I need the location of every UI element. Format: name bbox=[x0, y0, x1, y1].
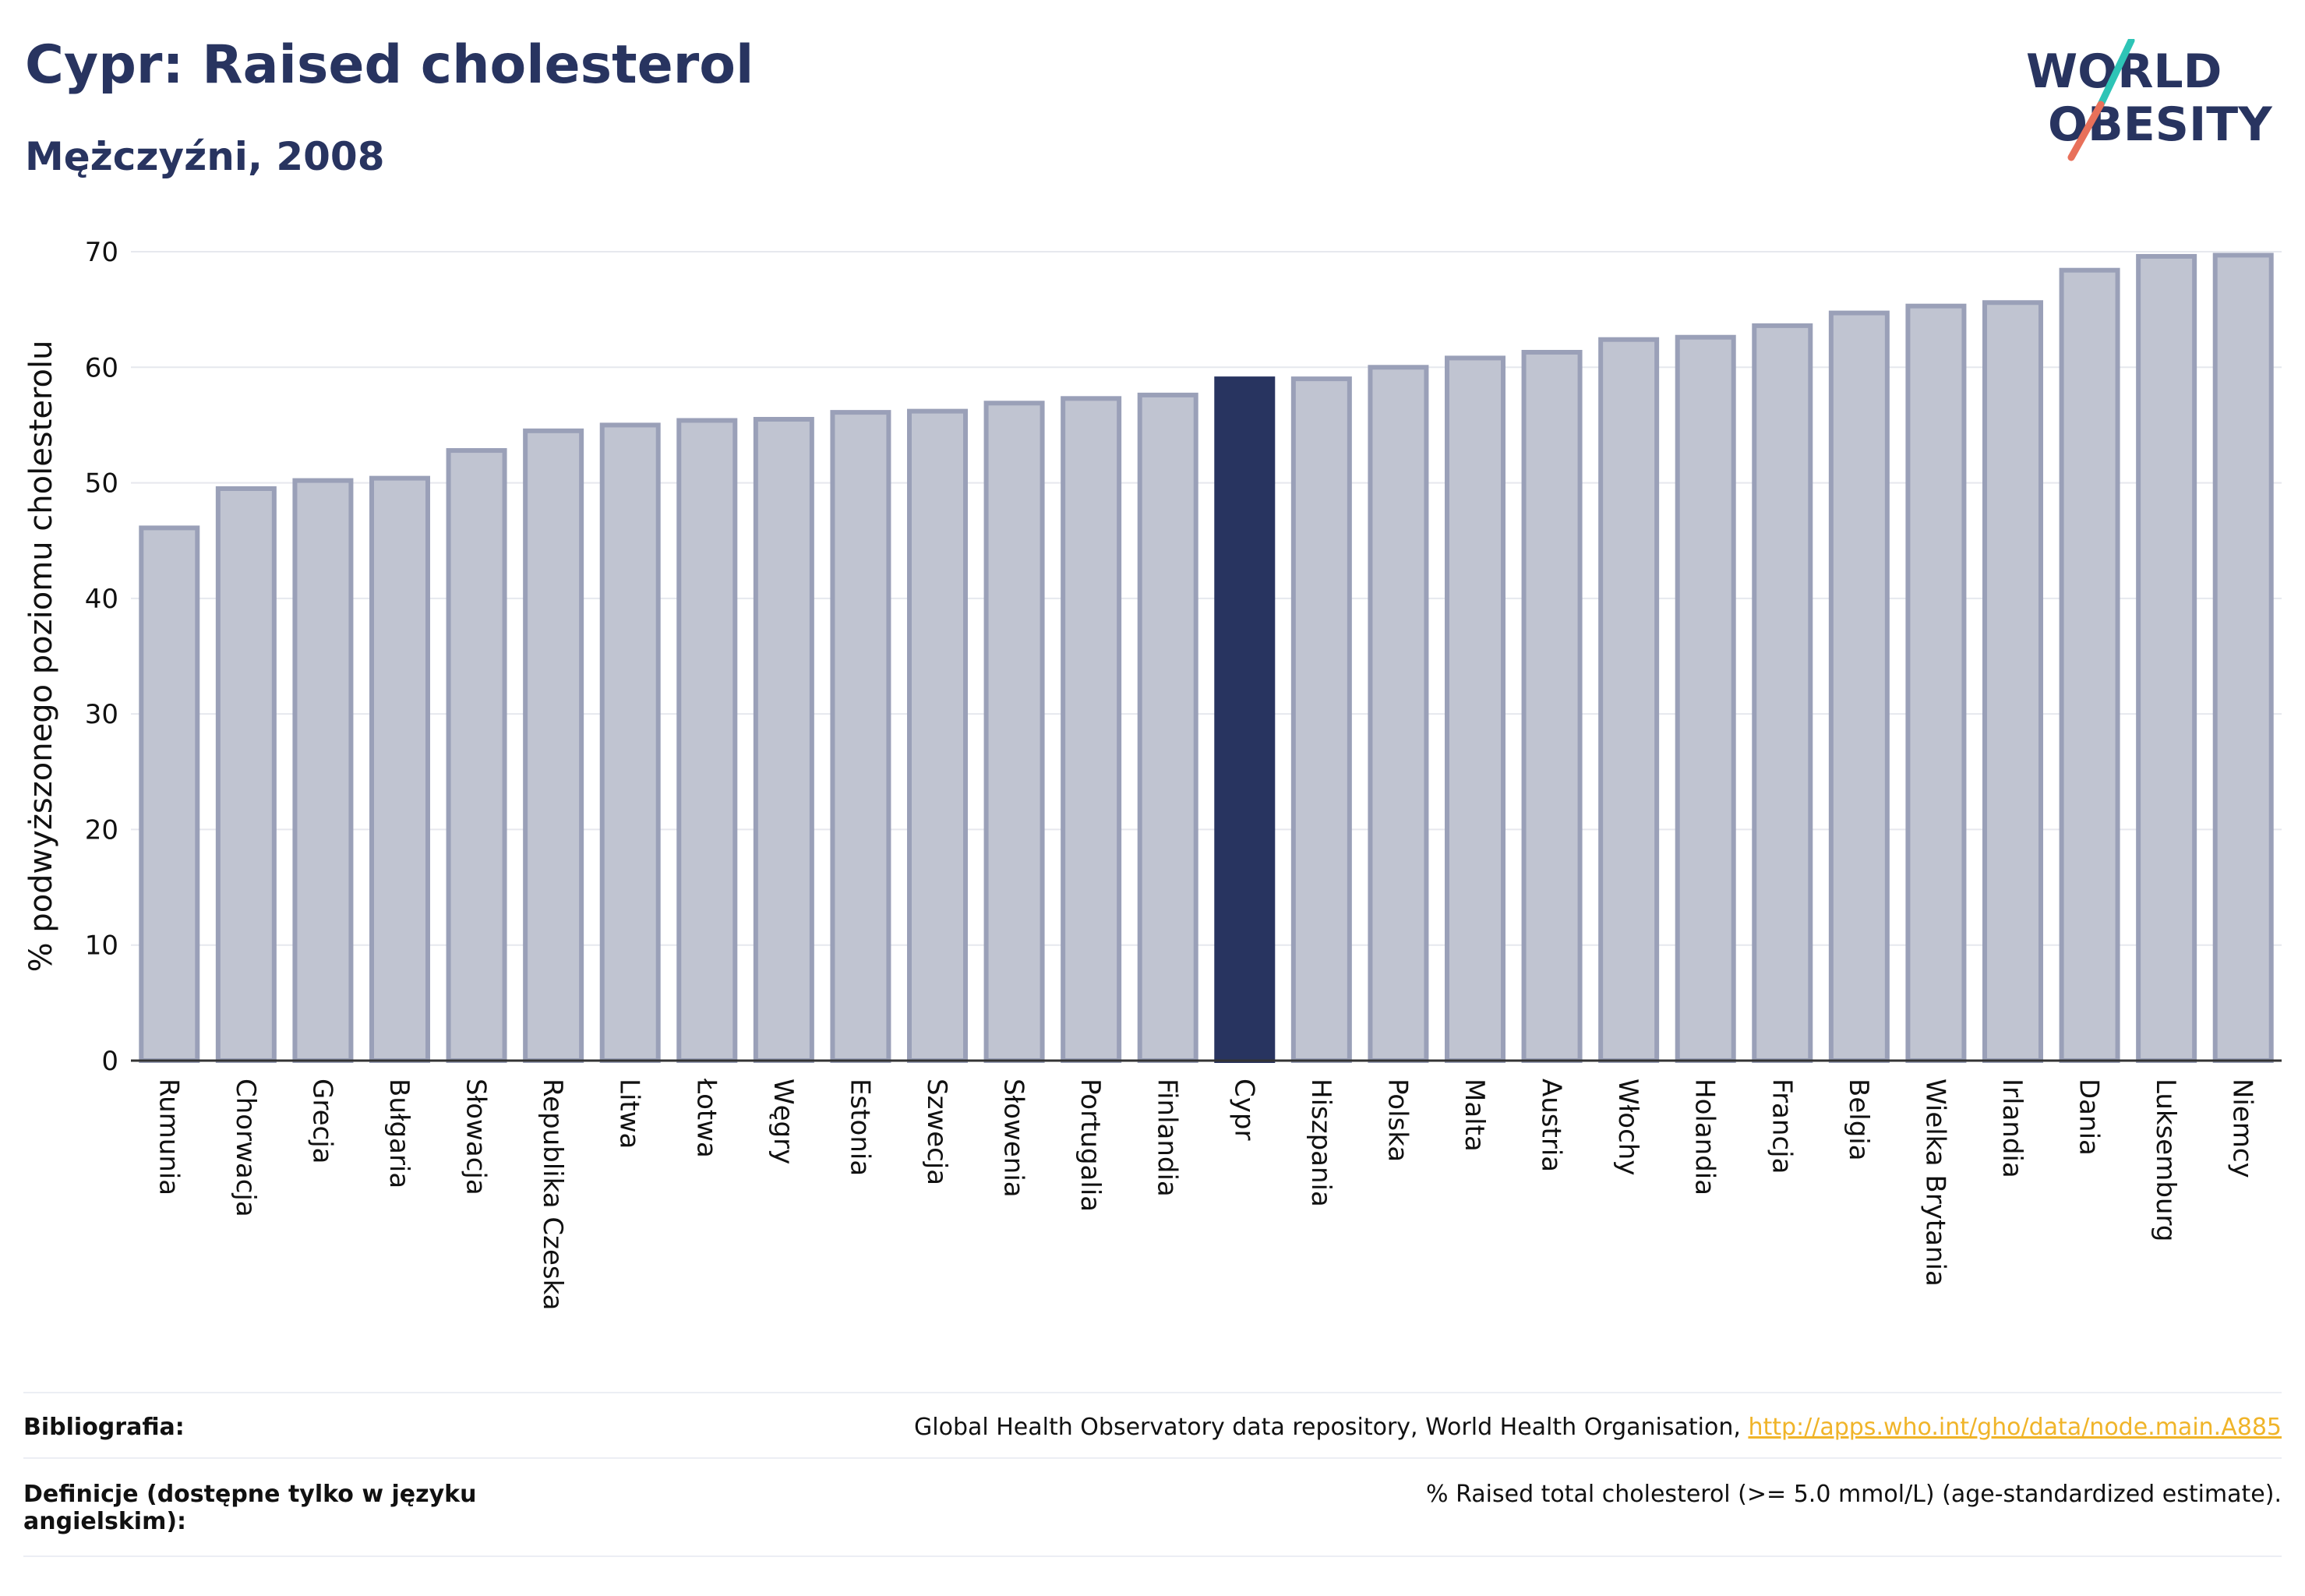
x-tick-label: Polska bbox=[1382, 1079, 1413, 1162]
definitions-text: % Raised total cholesterol (>= 5.0 mmol/… bbox=[1426, 1481, 2282, 1508]
world-obesity-logo: WORLD OBESITY bbox=[2026, 39, 2273, 161]
x-tick-label: Cypr bbox=[1228, 1079, 1259, 1140]
footer-divider-top bbox=[23, 1392, 2282, 1393]
bar bbox=[523, 428, 584, 1063]
x-tick-label: Słowenia bbox=[998, 1079, 1029, 1198]
x-tick-label: Hiszpania bbox=[1305, 1079, 1336, 1207]
y-tick-label: 20 bbox=[85, 814, 118, 846]
page-title: Cypr: Raised cholesterol bbox=[25, 34, 754, 96]
y-axis-label: % podwyższonego poziomu cholesterolu bbox=[23, 341, 59, 973]
bar bbox=[2136, 253, 2197, 1064]
bar bbox=[1828, 310, 1890, 1063]
x-tick-label: Estonia bbox=[844, 1079, 875, 1176]
bibliography-link[interactable]: http://apps.who.int/gho/data/node.main.A… bbox=[1748, 1414, 2282, 1441]
footer-divider-bottom bbox=[23, 1555, 2282, 1557]
y-tick-label: 10 bbox=[85, 930, 118, 962]
bar bbox=[599, 422, 661, 1063]
bar-highlight bbox=[1214, 376, 1276, 1064]
x-tick-label: Włochy bbox=[1612, 1079, 1643, 1175]
bar bbox=[676, 418, 738, 1063]
y-tick-label: 0 bbox=[101, 1046, 118, 1077]
bar bbox=[1521, 350, 1583, 1064]
bar bbox=[1445, 355, 1505, 1063]
bar bbox=[2059, 267, 2120, 1063]
x-tick-label: Dania bbox=[2074, 1079, 2105, 1156]
bar bbox=[292, 478, 354, 1063]
bars bbox=[139, 252, 2274, 1064]
logo-slash-teal-icon bbox=[2097, 39, 2135, 108]
bar bbox=[983, 401, 1045, 1063]
bar bbox=[1675, 334, 1736, 1063]
bar bbox=[1368, 365, 1429, 1063]
x-axis-ticks: Rumunia Chorwacja Grecja Bułgaria Słowacja Re… bbox=[153, 1078, 2257, 1311]
x-tick-label: Luksemburg bbox=[2150, 1079, 2181, 1241]
bar bbox=[1982, 300, 2043, 1063]
bar bbox=[1905, 303, 1967, 1063]
bibliography-value: Global Health Observatory data repositor… bbox=[914, 1414, 2282, 1441]
bar bbox=[139, 525, 200, 1063]
footer-divider-middle bbox=[23, 1457, 2282, 1459]
x-tick-label: Holandia bbox=[1689, 1079, 1721, 1195]
x-tick-label: Wielka Brytania bbox=[1919, 1079, 1950, 1287]
x-tick-label: Portugalia bbox=[1075, 1079, 1106, 1212]
bar bbox=[2212, 252, 2274, 1063]
x-tick-label: Irlandia bbox=[1996, 1079, 2028, 1178]
bar bbox=[1290, 376, 1352, 1064]
y-tick-label: 60 bbox=[85, 352, 118, 383]
x-tick-label: Francja bbox=[1766, 1079, 1797, 1174]
bar bbox=[1061, 396, 1122, 1063]
x-tick-label: Słowacja bbox=[461, 1079, 492, 1195]
x-tick-label: Węgry bbox=[768, 1079, 799, 1164]
bar bbox=[1752, 323, 1813, 1064]
x-tick-label: Bułgaria bbox=[383, 1079, 415, 1188]
bar bbox=[1598, 337, 1660, 1063]
bar bbox=[215, 486, 277, 1063]
bibliography-text: Global Health Observatory data repositor… bbox=[914, 1414, 1749, 1441]
page-subtitle: Mężczyźni, 2008 bbox=[25, 134, 385, 179]
x-tick-label: Republika Czeska bbox=[537, 1079, 568, 1311]
x-tick-label: Finlandia bbox=[1152, 1079, 1183, 1197]
bar bbox=[830, 410, 891, 1063]
x-tick-label: Rumunia bbox=[153, 1079, 184, 1195]
logo-slash-coral-icon bbox=[2067, 101, 2105, 161]
logo-line2: OBESITY bbox=[2048, 97, 2273, 152]
bar bbox=[753, 417, 814, 1063]
x-tick-label: Austria bbox=[1536, 1079, 1567, 1172]
x-tick-label: Szwecja bbox=[921, 1079, 952, 1185]
y-tick-label: 50 bbox=[85, 468, 118, 500]
x-tick-label: Łotwa bbox=[690, 1078, 722, 1158]
x-tick-label: Belgia bbox=[1843, 1079, 1874, 1161]
x-tick-label: Grecja bbox=[306, 1079, 337, 1163]
bibliography-label: Bibliografia: bbox=[23, 1414, 185, 1441]
x-tick-label: Niemcy bbox=[2227, 1079, 2258, 1178]
definitions-row: Definicje (dostępne tylko w języku angie… bbox=[23, 1481, 2282, 1535]
bar-chart: 0 10 20 30 40 50 60 70 Rumunia Chorwacja Grecja Bu… bbox=[23, 237, 2282, 1311]
bar bbox=[446, 448, 507, 1063]
bibliography-row: Bibliografia: Global Health Observatory … bbox=[23, 1414, 2282, 1441]
x-tick-label: Chorwacja bbox=[230, 1079, 261, 1217]
bar bbox=[369, 475, 430, 1063]
y-tick-label: 70 bbox=[85, 237, 118, 268]
bar bbox=[1137, 392, 1198, 1064]
definitions-label: Definicje (dostępne tylko w języku angie… bbox=[23, 1481, 477, 1535]
bar bbox=[907, 408, 968, 1063]
y-tick-label: 40 bbox=[85, 584, 118, 615]
x-tick-label: Malta bbox=[1459, 1079, 1490, 1152]
y-axis-ticks: 0 10 20 30 40 50 60 70 bbox=[85, 237, 118, 1077]
x-tick-label: Litwa bbox=[614, 1079, 645, 1149]
y-tick-label: 30 bbox=[85, 699, 118, 730]
